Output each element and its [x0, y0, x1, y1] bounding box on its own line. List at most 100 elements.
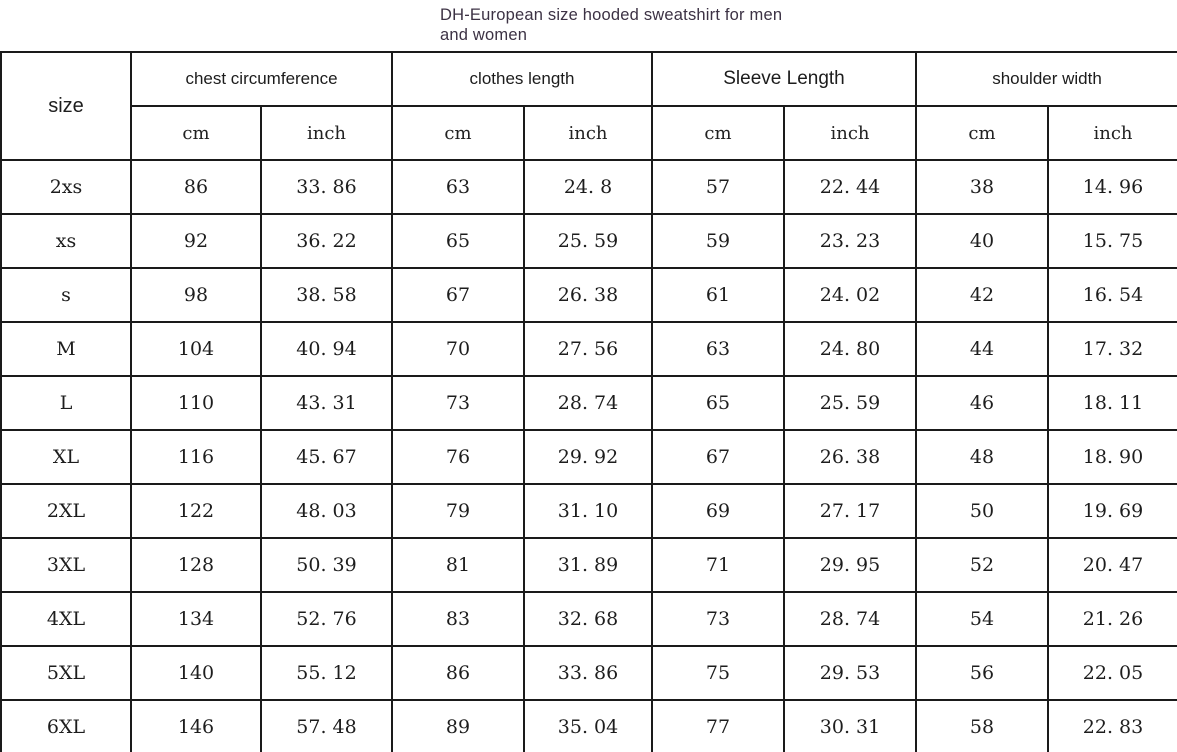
value-cell: 50. 39: [260, 537, 393, 593]
value-cell: 92: [130, 213, 262, 269]
unit-header-row: cm inch cm inch cm inch cm inch: [1, 105, 1177, 161]
value-cell: 33. 86: [260, 159, 393, 215]
value-cell: 48. 03: [260, 483, 393, 539]
value-cell: 30. 31: [783, 699, 917, 752]
value-cell: 22. 05: [1047, 645, 1177, 701]
value-cell: 14. 96: [1047, 159, 1177, 215]
value-cell: 27. 56: [523, 321, 653, 377]
table-row: 3XL 128 50. 39 81 31. 89 71 29. 95 52 20. 47: [0, 537, 1177, 593]
value-cell: 52. 76: [260, 591, 393, 647]
size-cell: 3XL: [0, 537, 132, 593]
value-cell: 104: [130, 321, 262, 377]
value-cell: 61: [651, 267, 785, 323]
value-cell: 58: [915, 699, 1049, 752]
value-cell: 73: [651, 591, 785, 647]
value-cell: 23. 23: [783, 213, 917, 269]
unit-header-clothes-inch: inch: [523, 105, 653, 161]
value-cell: 29. 53: [783, 645, 917, 701]
value-cell: 116: [130, 429, 262, 485]
value-cell: 40: [915, 213, 1049, 269]
value-cell: 71: [651, 537, 785, 593]
size-cell: XL: [0, 429, 132, 485]
value-cell: 122: [130, 483, 262, 539]
value-cell: 75: [651, 645, 785, 701]
table-row: L 110 43. 31 73 28. 74 65 25. 59 46 18. 11: [0, 375, 1177, 431]
value-cell: 16. 54: [1047, 267, 1177, 323]
value-cell: 98: [130, 267, 262, 323]
group-header-clothes-length: clothes length: [391, 51, 653, 107]
value-cell: 79: [391, 483, 525, 539]
value-cell: 44: [915, 321, 1049, 377]
value-cell: 77: [651, 699, 785, 752]
value-cell: 67: [651, 429, 785, 485]
value-cell: 86: [391, 645, 525, 701]
value-cell: 26. 38: [783, 429, 917, 485]
value-cell: 29. 92: [523, 429, 653, 485]
value-cell: 43. 31: [260, 375, 393, 431]
value-cell: 24. 80: [783, 321, 917, 377]
value-cell: 52: [915, 537, 1049, 593]
size-cell: xs: [0, 213, 132, 269]
group-header-shoulder-width: shoulder width: [915, 51, 1177, 107]
size-cell: 2XL: [0, 483, 132, 539]
table-row: 2XL 122 48. 03 79 31. 10 69 27. 17 50 19. 69: [0, 483, 1177, 539]
value-cell: 65: [651, 375, 785, 431]
unit-header-shoulder-inch: inch: [1047, 105, 1177, 161]
group-header-sleeve-length: Sleeve Length: [651, 51, 917, 107]
value-cell: 57: [651, 159, 785, 215]
value-cell: 45. 67: [260, 429, 393, 485]
title-line-1: DH-European size hooded sweatshirt for m…: [440, 6, 783, 24]
value-cell: 57. 48: [260, 699, 393, 752]
table-row: s 98 38. 58 67 26. 38 61 24. 02 42 16. 54: [0, 267, 1177, 323]
value-cell: 22. 44: [783, 159, 917, 215]
value-cell: 63: [391, 159, 525, 215]
unit-header-chest-cm: cm: [130, 105, 262, 161]
table-row: 6XL 146 57. 48 89 35. 04 77 30. 31 58 22. 83: [0, 699, 1177, 752]
value-cell: 56: [915, 645, 1049, 701]
unit-header-chest-inch: inch: [260, 105, 393, 161]
value-cell: 42: [915, 267, 1049, 323]
value-cell: 73: [391, 375, 525, 431]
value-cell: 81: [391, 537, 525, 593]
value-cell: 59: [651, 213, 785, 269]
page-title: DH-European size hooded sweatshirt for m…: [440, 5, 782, 45]
value-cell: 18. 11: [1047, 375, 1177, 431]
size-cell: 5XL: [0, 645, 132, 701]
table-row: XL 116 45. 67 76 29. 92 67 26. 38 48 18. 90: [0, 429, 1177, 485]
table-header: size chest circumference clothes length …: [0, 51, 1177, 161]
value-cell: 70: [391, 321, 525, 377]
value-cell: 26. 38: [523, 267, 653, 323]
value-cell: 20. 47: [1047, 537, 1177, 593]
value-cell: 54: [915, 591, 1049, 647]
size-cell: s: [0, 267, 132, 323]
value-cell: 24. 02: [783, 267, 917, 323]
value-cell: 83: [391, 591, 525, 647]
value-cell: 40. 94: [260, 321, 393, 377]
table-row: M 104 40. 94 70 27. 56 63 24. 80 44 17. 32: [0, 321, 1177, 377]
value-cell: 17. 32: [1047, 321, 1177, 377]
value-cell: 25. 59: [783, 375, 917, 431]
value-cell: 110: [130, 375, 262, 431]
value-cell: 18. 90: [1047, 429, 1177, 485]
size-cell: 6XL: [0, 699, 132, 752]
value-cell: 36. 22: [260, 213, 393, 269]
value-cell: 65: [391, 213, 525, 269]
size-cell: 2xs: [0, 159, 132, 215]
value-cell: 32. 68: [523, 591, 653, 647]
value-cell: 33. 86: [523, 645, 653, 701]
size-chart-table: size chest circumference clothes length …: [0, 51, 1177, 752]
value-cell: 27. 17: [783, 483, 917, 539]
value-cell: 28. 74: [523, 375, 653, 431]
unit-header-sleeve-cm: cm: [651, 105, 785, 161]
unit-header-clothes-cm: cm: [391, 105, 525, 161]
value-cell: 29. 95: [783, 537, 917, 593]
value-cell: 67: [391, 267, 525, 323]
unit-header-sleeve-inch: inch: [783, 105, 917, 161]
value-cell: 31. 10: [523, 483, 653, 539]
value-cell: 55. 12: [260, 645, 393, 701]
value-cell: 15. 75: [1047, 213, 1177, 269]
table-row: 5XL 140 55. 12 86 33. 86 75 29. 53 56 22. 05: [0, 645, 1177, 701]
value-cell: 50: [915, 483, 1049, 539]
value-cell: 46: [915, 375, 1049, 431]
value-cell: 38. 58: [260, 267, 393, 323]
